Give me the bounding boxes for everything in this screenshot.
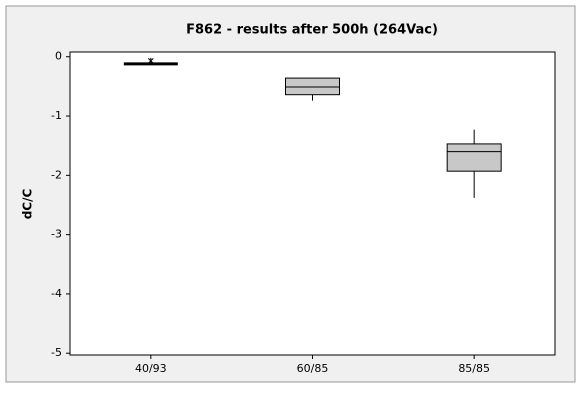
outlier	[147, 57, 154, 64]
box	[285, 77, 340, 96]
x-tick-label: 60/85	[297, 362, 329, 375]
y-tick-label: -1	[51, 109, 62, 122]
y-tick-label: 0	[55, 50, 62, 63]
box	[446, 143, 502, 172]
y-tick-label: -3	[51, 228, 62, 241]
y-tick-label: -4	[51, 287, 62, 300]
x-tick-label: 40/93	[135, 362, 167, 375]
y-tick-label: -5	[51, 346, 62, 359]
x-tick-label: 85/85	[458, 362, 490, 375]
plot-area	[69, 51, 556, 356]
y-axis-label: dC/C	[21, 189, 35, 220]
chart-title: F862 - results after 500h (264Vac)	[186, 23, 438, 38]
y-tick-label: -2	[51, 168, 62, 181]
